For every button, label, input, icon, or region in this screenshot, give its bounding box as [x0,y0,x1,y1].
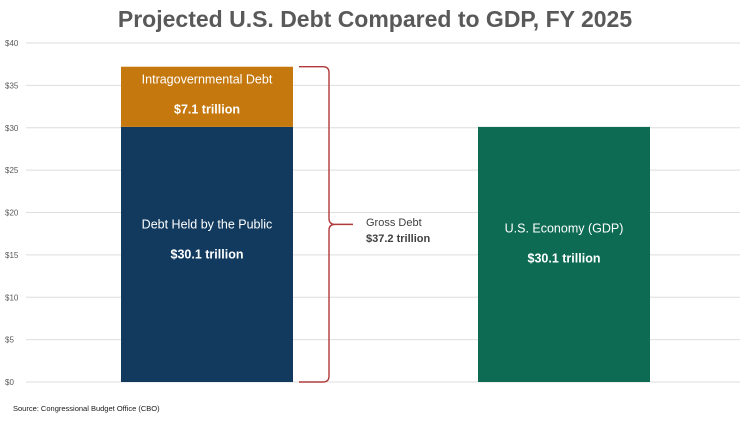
source-note: Source: Congressional Budget Office (CBO… [13,404,160,413]
segment-value-label: $30.1 trillion [171,247,244,261]
bars [121,66,650,382]
segment-value-label: $30.1 trillion [528,251,601,265]
bar-segment [478,126,650,382]
y-tick-label: $20 [5,209,19,218]
chart-title: Projected U.S. Debt Compared to GDP, FY … [117,6,633,32]
bracket-label: Gross Debt [366,217,422,229]
gross-debt-bracket: Gross Debt $37.2 trillion [299,66,430,383]
bar-segment [121,126,293,382]
y-tick-label: $15 [5,251,19,260]
y-tick-label: $40 [5,39,19,48]
y-axis-tick-labels: $0 $5 $10 $15 $20 $25 $30 $35 $40 [5,39,19,387]
bar-segment [121,66,293,127]
segment-label: Intragovernmental Debt [142,73,273,87]
y-tick-label: $30 [5,124,19,133]
bracket-line [299,66,353,383]
y-tick-label: $35 [5,81,19,90]
segment-label: U.S. Economy (GDP) [505,221,624,235]
y-tick-label: $0 [5,378,14,387]
y-tick-label: $25 [5,166,19,175]
y-tick-label: $10 [5,293,19,302]
bar-labels: Debt Held by the Public $30.1 trillion Int… [142,73,624,266]
y-tick-label: $5 [5,336,14,345]
bracket-value-label: $37.2 trillion [366,233,430,245]
segment-value-label: $7.1 trillion [174,103,240,117]
segment-label: Debt Held by the Public [142,217,273,231]
